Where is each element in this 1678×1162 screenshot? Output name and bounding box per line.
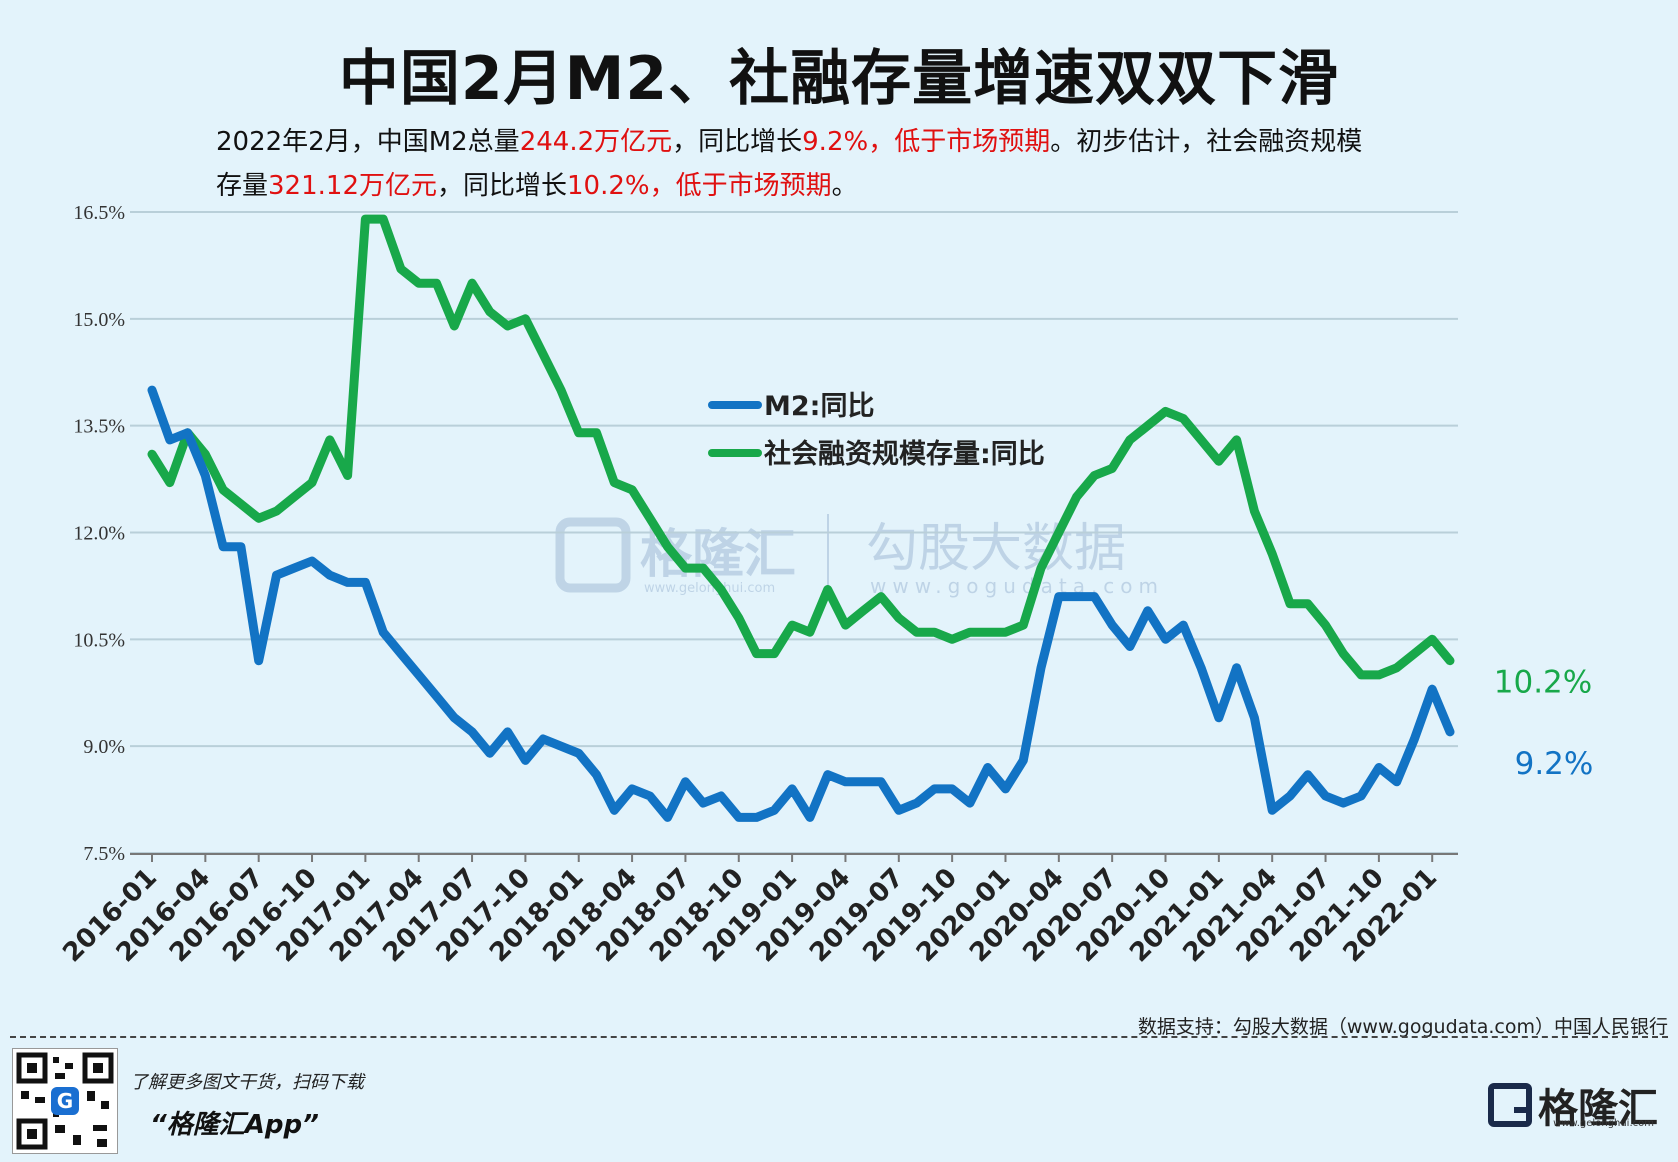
subtitle-segment: 。初步估计，社会融资规模 bbox=[1050, 127, 1363, 157]
end-label-m2: 9.2% bbox=[1515, 746, 1594, 782]
data-source-note: 数据支持：勾股大数据（www.gogudata.com）中国人民银行 bbox=[1137, 1016, 1668, 1038]
subtitle-segment: ，同比增长 bbox=[672, 127, 803, 157]
footer-app-name: “格隆汇App” bbox=[150, 1110, 319, 1140]
watermark-brand-url: www.gelonghui.com bbox=[644, 581, 775, 596]
footer-divider bbox=[10, 1036, 1668, 1038]
watermark-data-url: www.gogudata.com bbox=[870, 574, 1164, 598]
end-label-tsf: 10.2% bbox=[1494, 665, 1592, 701]
y-tick-label: 13.5% bbox=[73, 416, 125, 438]
subtitle-segment: ，同比增长 bbox=[437, 171, 568, 201]
footer-promo-text: 了解更多图文干货，扫码下载 bbox=[130, 1072, 364, 1093]
y-tick-label: 7.5% bbox=[83, 843, 125, 865]
chart-title: 中国2月M2、社融存量增速双双下滑 bbox=[338, 44, 1340, 114]
series-line-tsf bbox=[147, 214, 1455, 680]
qr-code: G bbox=[12, 1048, 118, 1154]
brand-name: 格隆汇 bbox=[1538, 1086, 1658, 1132]
brand-logo: 格隆汇 bbox=[1488, 1076, 1658, 1134]
legend-label-tsf: 社会融资规模存量:同比 bbox=[764, 438, 1045, 470]
watermark-brand: 格隆汇 bbox=[640, 525, 796, 585]
chart-subtitle: 2022年2月，中国M2总量244.2万亿元，同比增长9.2%，低于市场预期。初… bbox=[216, 120, 1466, 208]
y-tick-label: 9.0% bbox=[83, 736, 125, 758]
subtitle-line-1: 2022年2月，中国M2总量244.2万亿元，同比增长9.2%，低于市场预期。初… bbox=[216, 120, 1466, 164]
subtitle-line-2: 存量321.12万亿元，同比增长10.2%，低于市场预期。 bbox=[216, 164, 1466, 208]
brand-url: www.gelonghui.com bbox=[1553, 1118, 1654, 1129]
subtitle-segment: 244.2万亿元 bbox=[519, 127, 673, 157]
watermark-data-brand: 勾股大数据 bbox=[866, 519, 1126, 579]
subtitle-segment: 2022年2月，中国M2总量 bbox=[216, 127, 520, 157]
y-tick-label: 16.5% bbox=[73, 202, 125, 224]
subtitle-segment: 321.12万亿元 bbox=[268, 171, 437, 201]
subtitle-segment: 10.2%，低于市场预期 bbox=[567, 171, 832, 201]
subtitle-segment: 。 bbox=[831, 171, 858, 201]
brand-g-icon bbox=[1488, 1083, 1532, 1127]
y-tick-label: 12.0% bbox=[73, 523, 125, 545]
subtitle-segment: 9.2%，低于市场预期 bbox=[802, 127, 1051, 157]
y-tick-label: 10.5% bbox=[73, 629, 125, 651]
legend-label-m2: M2:同比 bbox=[764, 391, 874, 422]
y-tick-label: 15.0% bbox=[73, 309, 125, 331]
svg-text:G: G bbox=[57, 1089, 73, 1113]
series-line-m2 bbox=[147, 385, 1455, 822]
subtitle-segment: 存量 bbox=[216, 171, 269, 201]
watermark-g-icon bbox=[555, 517, 631, 593]
